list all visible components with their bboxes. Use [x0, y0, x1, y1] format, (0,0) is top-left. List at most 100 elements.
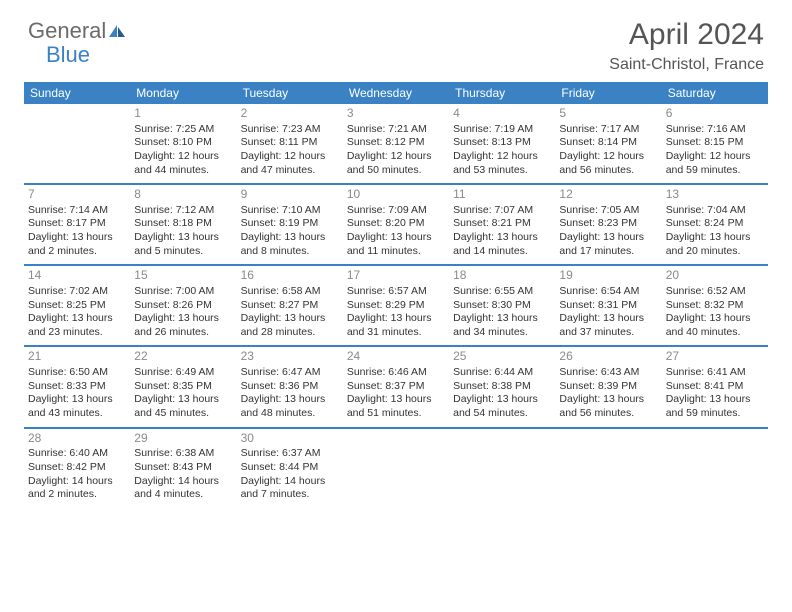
day-number: 10 [347, 187, 445, 203]
daylight-text: Daylight: 12 hours and 56 minutes. [559, 150, 657, 177]
calendar-day-cell: 22Sunrise: 6:49 AMSunset: 8:35 PMDayligh… [130, 346, 236, 427]
sunrise-text: Sunrise: 7:09 AM [347, 204, 445, 218]
day-number: 12 [559, 187, 657, 203]
daylight-text: Daylight: 13 hours and 31 minutes. [347, 312, 445, 339]
sunrise-text: Sunrise: 6:40 AM [28, 447, 126, 461]
sunrise-text: Sunrise: 6:50 AM [28, 366, 126, 380]
day-number: 3 [347, 106, 445, 122]
calendar-day-cell: 28Sunrise: 6:40 AMSunset: 8:42 PMDayligh… [24, 428, 130, 508]
sunset-text: Sunset: 8:41 PM [666, 380, 764, 394]
sunrise-text: Sunrise: 6:58 AM [241, 285, 339, 299]
calendar-week-row: 14Sunrise: 7:02 AMSunset: 8:25 PMDayligh… [24, 265, 768, 346]
sunrise-text: Sunrise: 6:43 AM [559, 366, 657, 380]
daylight-text: Daylight: 12 hours and 59 minutes. [666, 150, 764, 177]
calendar-week-row: 7Sunrise: 7:14 AMSunset: 8:17 PMDaylight… [24, 184, 768, 265]
sunrise-text: Sunrise: 6:57 AM [347, 285, 445, 299]
daylight-text: Daylight: 13 hours and 56 minutes. [559, 393, 657, 420]
sunrise-text: Sunrise: 6:47 AM [241, 366, 339, 380]
day-number: 11 [453, 187, 551, 203]
calendar-day-cell: 13Sunrise: 7:04 AMSunset: 8:24 PMDayligh… [662, 184, 768, 265]
sunset-text: Sunset: 8:35 PM [134, 380, 232, 394]
location-label: Saint-Christol, France [609, 56, 764, 74]
daylight-text: Daylight: 13 hours and 20 minutes. [666, 231, 764, 258]
day-number: 24 [347, 349, 445, 365]
daylight-text: Daylight: 13 hours and 23 minutes. [28, 312, 126, 339]
sunset-text: Sunset: 8:24 PM [666, 217, 764, 231]
sunrise-text: Sunrise: 7:17 AM [559, 123, 657, 137]
sunset-text: Sunset: 8:43 PM [134, 461, 232, 475]
calendar-day-cell: 26Sunrise: 6:43 AMSunset: 8:39 PMDayligh… [555, 346, 661, 427]
sunset-text: Sunset: 8:26 PM [134, 299, 232, 313]
daylight-text: Daylight: 13 hours and 45 minutes. [134, 393, 232, 420]
weekday-header: Tuesday [237, 82, 343, 104]
sunrise-text: Sunrise: 6:49 AM [134, 366, 232, 380]
sunrise-text: Sunrise: 6:41 AM [666, 366, 764, 380]
daylight-text: Daylight: 13 hours and 54 minutes. [453, 393, 551, 420]
daylight-text: Daylight: 13 hours and 51 minutes. [347, 393, 445, 420]
day-number: 9 [241, 187, 339, 203]
calendar-header-row: SundayMondayTuesdayWednesdayThursdayFrid… [24, 82, 768, 104]
calendar-day-cell: 23Sunrise: 6:47 AMSunset: 8:36 PMDayligh… [237, 346, 343, 427]
weekday-header: Thursday [449, 82, 555, 104]
calendar-day-cell: 27Sunrise: 6:41 AMSunset: 8:41 PMDayligh… [662, 346, 768, 427]
weekday-header: Wednesday [343, 82, 449, 104]
calendar-empty-cell [24, 104, 130, 184]
sunrise-text: Sunrise: 6:52 AM [666, 285, 764, 299]
sunset-text: Sunset: 8:29 PM [347, 299, 445, 313]
daylight-text: Daylight: 12 hours and 44 minutes. [134, 150, 232, 177]
calendar-table: SundayMondayTuesdayWednesdayThursdayFrid… [24, 82, 768, 508]
daylight-text: Daylight: 13 hours and 34 minutes. [453, 312, 551, 339]
sunset-text: Sunset: 8:33 PM [28, 380, 126, 394]
calendar-empty-cell [343, 428, 449, 508]
calendar-day-cell: 5Sunrise: 7:17 AMSunset: 8:14 PMDaylight… [555, 104, 661, 184]
weekday-header: Friday [555, 82, 661, 104]
daylight-text: Daylight: 13 hours and 28 minutes. [241, 312, 339, 339]
daylight-text: Daylight: 14 hours and 7 minutes. [241, 475, 339, 502]
day-number: 28 [28, 431, 126, 447]
sunset-text: Sunset: 8:12 PM [347, 136, 445, 150]
daylight-text: Daylight: 13 hours and 2 minutes. [28, 231, 126, 258]
title-block: April 2024 Saint-Christol, France [609, 18, 764, 74]
sunrise-text: Sunrise: 7:25 AM [134, 123, 232, 137]
sunset-text: Sunset: 8:44 PM [241, 461, 339, 475]
day-number: 29 [134, 431, 232, 447]
logo-text-blue: Blue [46, 42, 90, 67]
calendar-day-cell: 29Sunrise: 6:38 AMSunset: 8:43 PMDayligh… [130, 428, 236, 508]
day-number: 22 [134, 349, 232, 365]
day-number: 20 [666, 268, 764, 284]
calendar-day-cell: 21Sunrise: 6:50 AMSunset: 8:33 PMDayligh… [24, 346, 130, 427]
calendar-day-cell: 4Sunrise: 7:19 AMSunset: 8:13 PMDaylight… [449, 104, 555, 184]
daylight-text: Daylight: 12 hours and 47 minutes. [241, 150, 339, 177]
day-number: 18 [453, 268, 551, 284]
sunset-text: Sunset: 8:42 PM [28, 461, 126, 475]
calendar-day-cell: 25Sunrise: 6:44 AMSunset: 8:38 PMDayligh… [449, 346, 555, 427]
day-number: 5 [559, 106, 657, 122]
sunrise-text: Sunrise: 6:37 AM [241, 447, 339, 461]
sunset-text: Sunset: 8:18 PM [134, 217, 232, 231]
sunrise-text: Sunrise: 7:12 AM [134, 204, 232, 218]
sunset-text: Sunset: 8:38 PM [453, 380, 551, 394]
day-number: 25 [453, 349, 551, 365]
sunrise-text: Sunrise: 7:23 AM [241, 123, 339, 137]
calendar-day-cell: 9Sunrise: 7:10 AMSunset: 8:19 PMDaylight… [237, 184, 343, 265]
sunset-text: Sunset: 8:36 PM [241, 380, 339, 394]
logo-blue-row: Blue [46, 42, 90, 68]
calendar-day-cell: 10Sunrise: 7:09 AMSunset: 8:20 PMDayligh… [343, 184, 449, 265]
calendar-empty-cell [449, 428, 555, 508]
sunset-text: Sunset: 8:23 PM [559, 217, 657, 231]
daylight-text: Daylight: 13 hours and 48 minutes. [241, 393, 339, 420]
calendar-day-cell: 17Sunrise: 6:57 AMSunset: 8:29 PMDayligh… [343, 265, 449, 346]
sunset-text: Sunset: 8:20 PM [347, 217, 445, 231]
calendar-day-cell: 16Sunrise: 6:58 AMSunset: 8:27 PMDayligh… [237, 265, 343, 346]
sunset-text: Sunset: 8:27 PM [241, 299, 339, 313]
logo-text-general: General [28, 18, 106, 44]
sunrise-text: Sunrise: 7:10 AM [241, 204, 339, 218]
calendar-empty-cell [662, 428, 768, 508]
daylight-text: Daylight: 13 hours and 37 minutes. [559, 312, 657, 339]
sunset-text: Sunset: 8:30 PM [453, 299, 551, 313]
calendar-day-cell: 8Sunrise: 7:12 AMSunset: 8:18 PMDaylight… [130, 184, 236, 265]
calendar-day-cell: 1Sunrise: 7:25 AMSunset: 8:10 PMDaylight… [130, 104, 236, 184]
header: General April 2024 Saint-Christol, Franc… [0, 0, 792, 82]
calendar-day-cell: 15Sunrise: 7:00 AMSunset: 8:26 PMDayligh… [130, 265, 236, 346]
daylight-text: Daylight: 12 hours and 50 minutes. [347, 150, 445, 177]
